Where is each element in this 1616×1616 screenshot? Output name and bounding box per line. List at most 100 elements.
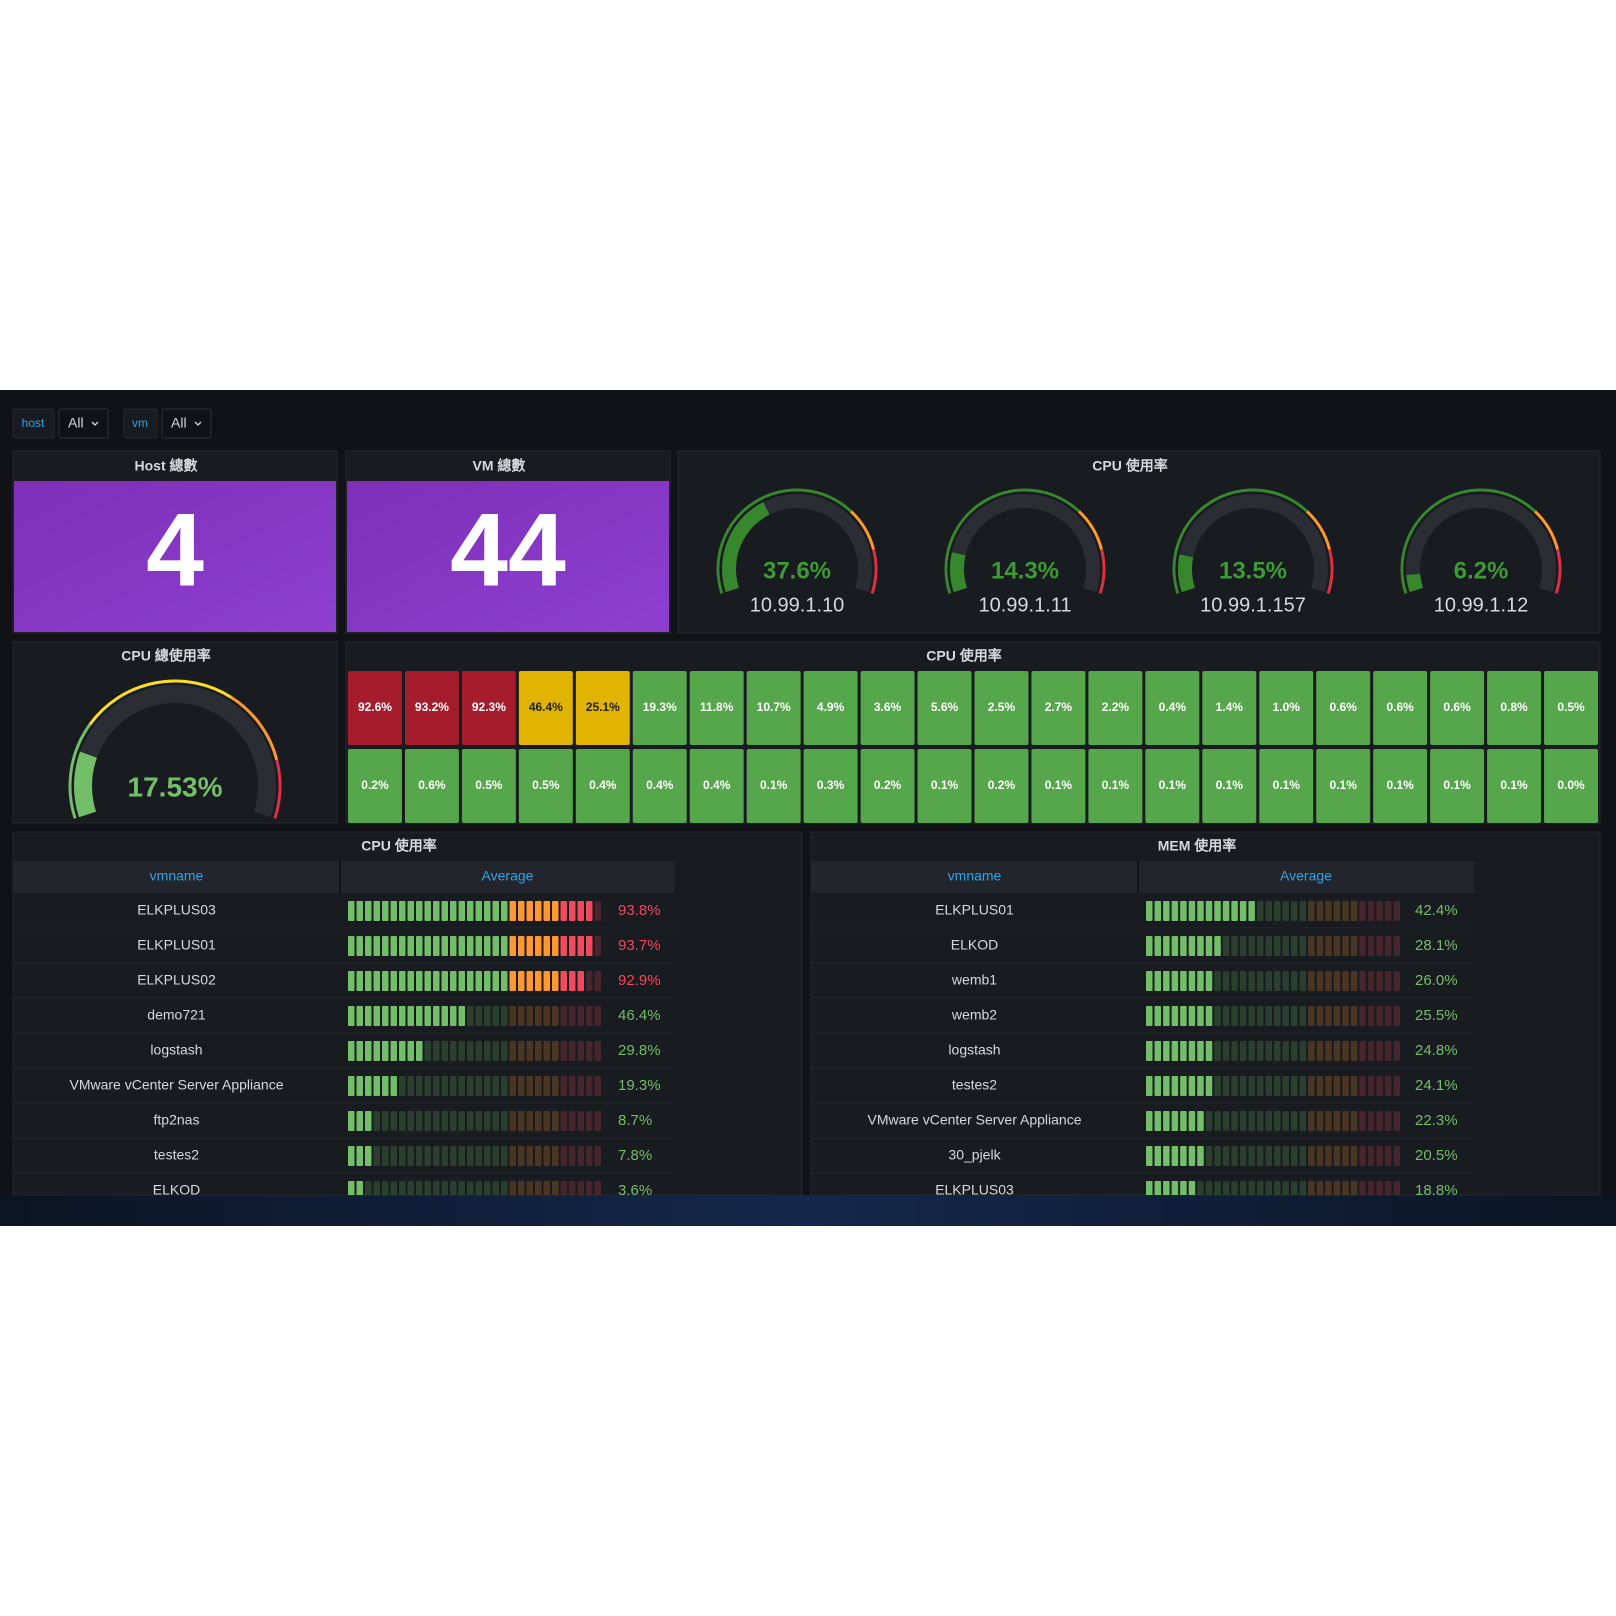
bar-segment [535,1006,542,1026]
bar-segment [1180,901,1187,921]
bar-segment [475,1111,482,1131]
bar-segment [450,901,457,921]
value-label: 25.5% [1415,1007,1458,1024]
bar-segment [467,901,474,921]
bar-segment [1359,971,1366,991]
heat-cell [1430,749,1485,823]
bottom-strip [0,1195,1616,1226]
bar-segment [416,936,423,956]
var-value[interactable]: All [68,415,84,431]
bar-segment [475,936,482,956]
bar-segment [1367,1006,1375,1026]
bar-segment [1342,971,1349,991]
bar-segment [416,1006,423,1026]
bar-gauge [1146,1146,1400,1166]
bar-segment [560,1111,567,1131]
bar-segment [1308,1181,1315,1195]
heat-label: 0.6% [1386,700,1414,714]
bar-segment [586,1181,593,1195]
gauge-label: 13.5% [1219,557,1287,584]
bar-segment [1180,971,1187,991]
gauge-threshold [273,759,282,819]
bar-segment [348,1006,355,1026]
bar-segment [407,936,414,956]
bar-segment [552,1111,559,1131]
bar-segment [390,1006,397,1026]
heat-cell [917,749,972,823]
bar-segment [399,1041,406,1061]
vm-name: wemb1 [951,972,997,988]
var-label-box [12,408,55,439]
bar-segment [1282,1006,1290,1026]
bar-segment [1154,971,1162,991]
bar-segment [492,1181,499,1195]
bar-segment [348,901,355,921]
bar-segment [365,1146,372,1166]
var-dropdown[interactable] [58,408,109,439]
bar-segment [1393,1041,1400,1061]
bar-segment [518,1146,525,1166]
bar-segment [373,1041,380,1061]
var-value[interactable]: All [171,415,187,431]
heat-cell [1316,671,1371,745]
bar-segment [560,1076,567,1096]
heat-label: 0.2% [361,778,389,792]
bar-segment [492,1006,499,1026]
bar-segment [535,1076,542,1096]
bar-segment [458,1146,465,1166]
bar-segment [1256,1111,1264,1131]
bar-segment [586,971,593,991]
bar-segment [365,901,372,921]
bar-segment [560,1181,567,1195]
bar-segment [1180,1076,1187,1096]
heat-cell [404,671,459,745]
var-dropdown[interactable] [161,408,212,439]
gauge-threshold [1554,548,1562,594]
bar-gauge [348,901,601,921]
bar-segment [1265,1041,1272,1061]
bar-segment [518,936,525,956]
bar-segment [1359,1146,1366,1166]
heat-cell [746,749,801,823]
bar-segment [1359,936,1366,956]
gauge-track [1406,494,1556,593]
bar-segment [1188,1006,1196,1026]
gauge-label: 6.2% [1454,557,1509,584]
bar-segment [1256,1146,1264,1166]
bar-segment [1171,1041,1179,1061]
bar-segment [1367,1181,1375,1195]
bar-segment [586,1041,593,1061]
gauge-value [1406,573,1424,593]
bar-segment [569,901,576,921]
heat-cell [348,749,402,823]
bar-segment [1265,971,1272,991]
bar-segment [1146,936,1153,956]
bar-segment [407,971,414,991]
gauge-value [1178,554,1196,593]
bar-segment [1163,1181,1170,1195]
heat-cell [632,749,687,823]
bar-gauge [348,936,601,956]
heat-label: 93.2% [415,700,449,714]
bar-segment [467,1146,474,1166]
bar-segment [356,1146,363,1166]
bar-segment [1325,1006,1332,1026]
vm-name: ELKPLUS03 [935,1182,1014,1198]
bar-segment [373,1076,380,1096]
bar-segment [1171,1076,1179,1096]
bar-segment [1197,1076,1204,1096]
bar-segment [433,936,440,956]
heat-label: 3.6% [874,700,902,714]
bar-segment [1188,1076,1196,1096]
bar-segment [1359,1181,1366,1195]
bar-segment [518,971,525,991]
bar-segment [526,971,533,991]
bar-segment [433,1006,440,1026]
bar-segment [1367,901,1375,921]
bar-segment [586,1146,593,1166]
bar-segment [484,1076,491,1096]
gauge-threshold [870,548,878,594]
bar-segment [475,1076,482,1096]
bar-segment [1274,971,1281,991]
